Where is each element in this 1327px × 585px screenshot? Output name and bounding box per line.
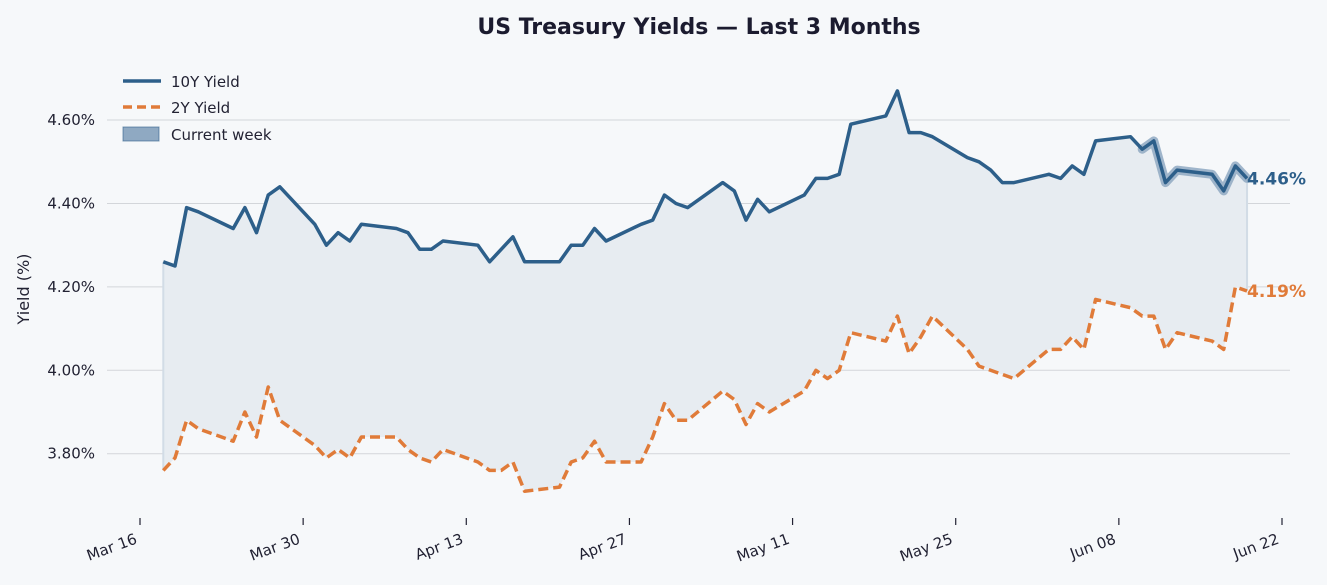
legend-label-current-week: Current week xyxy=(171,126,272,144)
y-axis: 3.80% 4.00% 4.20% 4.40% 4.60% xyxy=(47,111,95,463)
x-tick-label: May 11 xyxy=(734,530,792,566)
x-tick-label: Apr 27 xyxy=(576,530,629,564)
chart-title: US Treasury Yields — Last 3 Months xyxy=(477,15,920,40)
x-tick-label: May 25 xyxy=(897,530,955,566)
x-tick-label: Jun 22 xyxy=(1230,530,1282,563)
end-label-2y: 4.19% xyxy=(1247,282,1306,302)
y-tick-label: 3.80% xyxy=(47,445,95,463)
legend-swatch-current-week xyxy=(122,126,160,142)
x-axis: Mar 16 Mar 30 Apr 13 Apr 27 May 11 May 25 Jun … xyxy=(84,518,1283,566)
x-tick-label: Jun 08 xyxy=(1067,530,1119,563)
x-tick-label: Mar 30 xyxy=(247,530,302,565)
legend: 10Y Yield 2Y Yield Current week xyxy=(122,73,272,144)
x-tick-label: Mar 16 xyxy=(84,530,139,565)
series-line-2y xyxy=(162,285,1248,493)
series-lines-layer xyxy=(162,89,1249,493)
legend-label-2y: 2Y Yield xyxy=(171,99,230,117)
y-tick-label: 4.00% xyxy=(47,361,95,379)
y-tick-label: 4.60% xyxy=(47,111,95,129)
end-label-10y: 4.46% xyxy=(1247,169,1306,189)
y-tick-label: 4.40% xyxy=(47,194,95,212)
legend-label-10y: 10Y Yield xyxy=(171,73,240,91)
y-tick-label: 4.20% xyxy=(47,278,95,296)
spread-area xyxy=(163,90,1247,492)
x-tick-label: Apr 13 xyxy=(413,530,466,564)
y-axis-label: Yield (%) xyxy=(14,254,33,326)
spread-fill-layer xyxy=(162,90,1249,492)
series-line-10y xyxy=(162,89,1249,268)
end-labels: 4.46% 4.19% xyxy=(1247,169,1306,302)
